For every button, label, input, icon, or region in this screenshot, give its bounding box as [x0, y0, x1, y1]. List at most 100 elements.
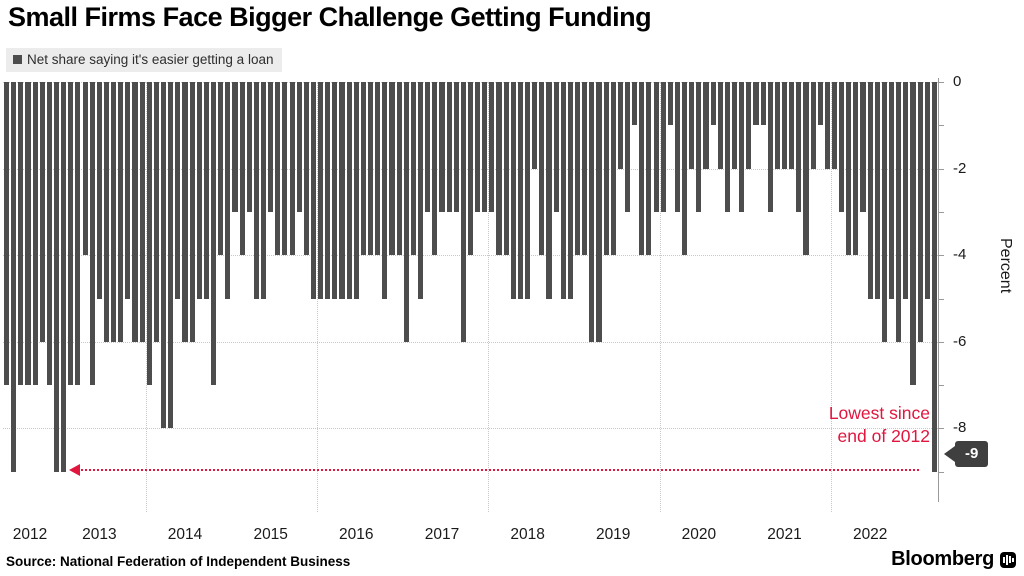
legend-swatch-icon — [13, 55, 22, 64]
bar — [425, 82, 431, 212]
h-gridline — [3, 255, 938, 257]
bar — [439, 82, 445, 212]
badge-notch-icon — [944, 446, 955, 462]
bar — [146, 82, 152, 386]
bar — [382, 82, 388, 299]
bar — [610, 82, 616, 256]
bar — [517, 82, 523, 299]
bar — [446, 82, 452, 212]
bar — [646, 82, 652, 256]
bar — [860, 82, 866, 212]
bar — [32, 82, 38, 386]
bar — [781, 82, 788, 169]
bar — [503, 82, 509, 256]
bar — [896, 82, 902, 342]
bar — [118, 82, 124, 342]
y-tick-label: -6 — [953, 332, 967, 350]
bar — [539, 82, 545, 256]
y-tick — [938, 168, 944, 170]
bar — [475, 82, 481, 212]
plot-area: Lowest since end of 2012 — [3, 82, 938, 512]
y-axis: 0 -2 -4 -6 -8 -9 — [938, 73, 1024, 518]
bar — [339, 82, 345, 299]
bar — [589, 82, 595, 342]
h-gridline — [3, 341, 938, 343]
bar — [346, 82, 352, 299]
bar — [596, 82, 602, 342]
bar — [282, 82, 288, 256]
bar — [510, 82, 516, 299]
bar — [432, 82, 438, 256]
bar — [46, 82, 52, 386]
bar — [253, 82, 259, 299]
bar — [660, 82, 666, 212]
bar — [196, 82, 202, 299]
bar — [260, 82, 267, 299]
annotation-text: Lowest since end of 2012 — [829, 402, 930, 448]
bar — [931, 82, 937, 472]
bar — [168, 82, 174, 429]
bar — [889, 82, 895, 299]
bar — [153, 82, 159, 342]
bar — [389, 82, 395, 256]
bar — [803, 82, 809, 256]
legend-label: Net share saying it's easier getting a l… — [27, 52, 274, 67]
bar — [39, 82, 45, 342]
bar — [410, 82, 416, 256]
bar — [553, 82, 559, 212]
x-year-label: 2013 — [82, 526, 117, 543]
bar — [639, 82, 645, 256]
bar — [696, 82, 702, 212]
bar — [18, 82, 24, 386]
bar — [717, 82, 723, 169]
y-tick-label: 0 — [953, 73, 962, 90]
bar — [275, 82, 281, 256]
bar — [910, 82, 916, 386]
v-gridline — [830, 82, 832, 512]
bar — [732, 82, 738, 169]
bar — [831, 82, 838, 169]
bar — [482, 82, 488, 212]
bar — [25, 82, 31, 386]
y-tick — [938, 428, 944, 430]
v-gridline — [659, 82, 661, 512]
bar — [161, 82, 167, 429]
annotation-line2: end of 2012 — [837, 426, 930, 446]
bar — [546, 82, 552, 299]
bar — [218, 82, 224, 256]
bar — [225, 82, 231, 299]
bar — [417, 82, 424, 299]
bar — [881, 82, 888, 342]
bar — [396, 82, 402, 256]
bar — [817, 82, 823, 126]
bar — [674, 82, 681, 212]
bar — [61, 82, 67, 472]
bar — [53, 82, 60, 472]
bloomberg-wordmark: Bloomberg — [891, 548, 994, 570]
y-tick-label: -2 — [953, 159, 967, 177]
bar — [667, 82, 673, 126]
bar — [603, 82, 609, 256]
annotation-dotted-line — [81, 469, 919, 471]
y-tick — [938, 298, 944, 300]
bar — [460, 82, 466, 342]
bar — [489, 82, 495, 212]
x-year-label: 2021 — [767, 526, 802, 543]
bar — [710, 82, 716, 126]
bar — [839, 82, 845, 212]
bar — [82, 82, 88, 256]
bar — [368, 82, 374, 256]
bar — [239, 82, 245, 256]
x-year-label: 2012 — [12, 526, 48, 543]
y-tick — [938, 471, 944, 473]
bar — [574, 82, 581, 256]
source-note: Source: National Federation of Independe… — [6, 554, 351, 569]
bar — [289, 82, 295, 256]
legend: Net share saying it's easier getting a l… — [6, 48, 283, 72]
bar — [532, 82, 538, 169]
bar — [689, 82, 695, 169]
bar — [111, 82, 117, 342]
annotation-arrow-icon — [69, 464, 80, 476]
x-year-label: 2014 — [167, 526, 203, 543]
